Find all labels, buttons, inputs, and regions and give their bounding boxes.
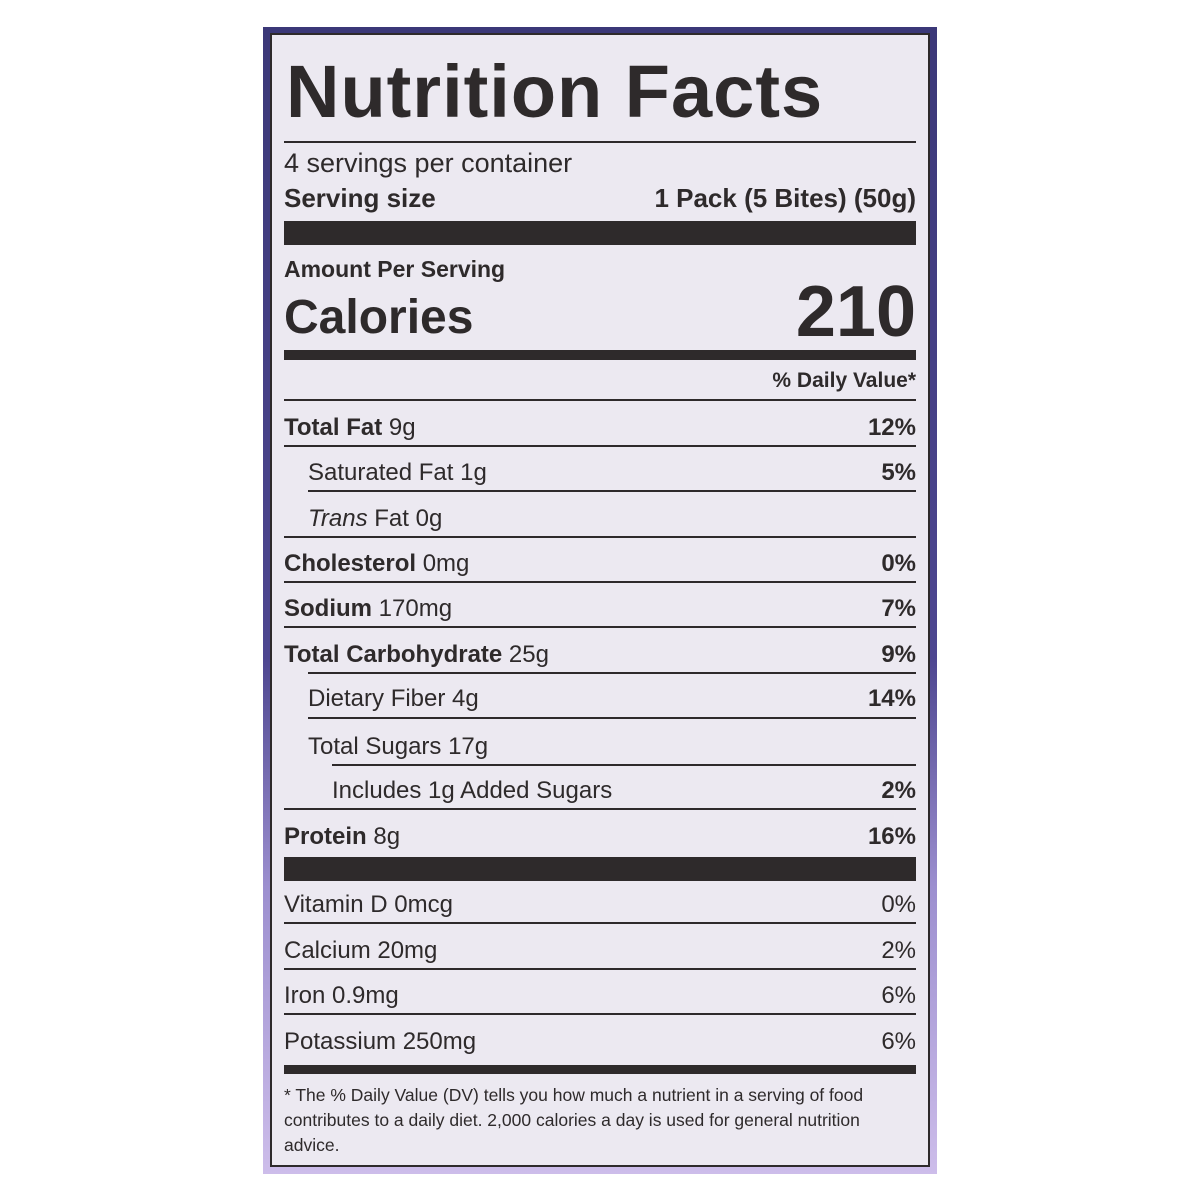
nutrient-protein: Protein 8g [284, 823, 401, 850]
divider [332, 764, 916, 766]
thick-divider [284, 350, 916, 360]
nutrient-added-sugars: Includes 1g Added Sugars [332, 777, 613, 804]
dv-calcium: 2% [881, 937, 916, 964]
label-title: Nutrition Facts [286, 50, 824, 133]
dv-total-carbohydrate: 9% [881, 641, 916, 668]
nutrient-cholesterol: Cholesterol 0mg [284, 550, 470, 577]
divider [284, 536, 916, 538]
nutrient-total-carbohydrate: Total Carbohydrate 25g [284, 641, 549, 668]
nutrition-facts-label: Nutrition Facts 4 servings per container… [270, 33, 930, 1167]
divider [308, 717, 916, 719]
dv-potassium: 6% [881, 1028, 916, 1055]
divider [284, 399, 916, 401]
nutrient-dietary-fiber: Dietary Fiber 4g [308, 685, 479, 712]
divider [284, 581, 916, 583]
divider [284, 808, 916, 810]
calories-label: Calories [284, 291, 474, 344]
dv-saturated-fat: 5% [881, 459, 916, 486]
iron: Iron 0.9mg [284, 982, 399, 1009]
divider [284, 445, 916, 447]
nutrient-trans-fat: Trans Fat 0g [308, 505, 443, 532]
thick-divider [284, 1065, 916, 1074]
nutrient-total-sugars: Total Sugars 17g [308, 733, 489, 760]
divider [284, 1013, 916, 1015]
dv-total-fat: 12% [867, 414, 916, 441]
potassium: Potassium 250mg [284, 1028, 477, 1055]
footnote: * The % Daily Value (DV) tells you how m… [284, 1085, 864, 1155]
nutrient-sodium: Sodium 170mg [284, 595, 453, 622]
dv-dietary-fiber: 14% [867, 685, 916, 712]
vitamin-d: Vitamin D 0mcg [284, 891, 453, 918]
divider [284, 922, 916, 924]
divider [284, 141, 916, 143]
divider [308, 672, 916, 674]
divider [284, 968, 916, 970]
amount-per-serving: Amount Per Serving [284, 256, 506, 282]
thick-divider [284, 221, 916, 245]
nutrient-total-fat: Total Fat 9g [284, 414, 416, 441]
servings-per-container: 4 servings per container [284, 148, 573, 178]
dv-protein: 16% [867, 823, 916, 850]
nutrient-saturated-fat: Saturated Fat 1g [308, 459, 487, 486]
thick-divider [284, 857, 916, 881]
daily-value-header: % Daily Value* [772, 369, 916, 392]
serving-size-value: 1 Pack (5 Bites) (50g) [654, 183, 916, 213]
calcium: Calcium 20mg [284, 937, 438, 964]
dv-added-sugars: 2% [881, 777, 916, 804]
calories-value: 210 [795, 272, 916, 352]
serving-size-label: Serving size [284, 183, 436, 213]
dv-vitamin-d: 0% [881, 891, 916, 918]
dv-iron: 6% [881, 982, 916, 1009]
divider [284, 626, 916, 628]
dv-cholesterol: 0% [881, 550, 916, 577]
divider [308, 490, 916, 492]
dv-sodium: 7% [881, 595, 916, 622]
